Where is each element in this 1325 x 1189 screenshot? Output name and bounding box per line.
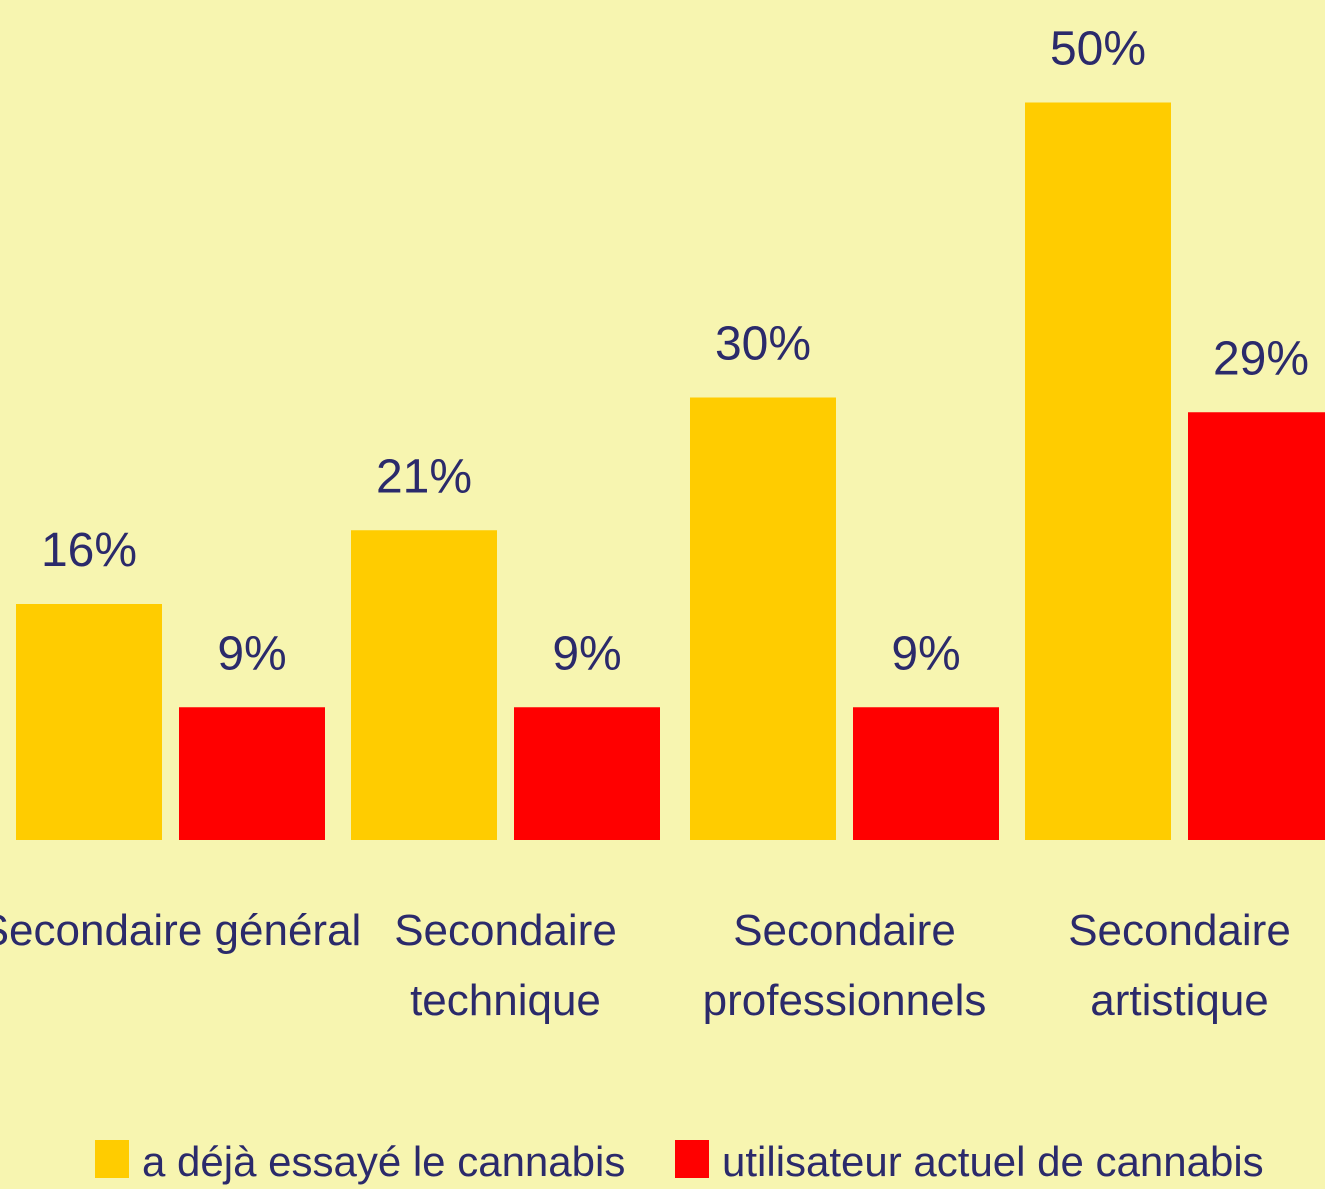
category-label-line: Secondaire [733,906,956,955]
bars-layer [16,102,1325,840]
value-label-current-1: 9% [552,627,621,680]
category-label-line: Secondaire [394,906,617,955]
category-label-1: Secondaire technique [394,906,617,1025]
value-label-tried-0: 16% [41,524,137,577]
value-label-tried-2: 30% [715,318,811,371]
category-label-line: technique [410,976,601,1025]
value-label-current-3: 29% [1213,332,1309,385]
value-label-current-0: 9% [217,627,286,680]
category-labels-layer: Secondaire général Secondaire techniqueSec… [0,906,1291,1025]
value-label-tried-1: 21% [376,450,472,503]
value-label-current-2: 9% [891,627,960,680]
category-label-0: Secondaire général [0,906,361,955]
bar-tried-3 [1025,102,1171,840]
bar-current-2 [853,707,999,840]
legend-swatch-tried [95,1140,129,1178]
legend-label-tried: a déjà essayé le cannabis [142,1138,625,1185]
category-label-line: professionnels [703,976,987,1025]
legend: a déjà essayé le cannabis utilisateur ac… [95,1138,1264,1185]
legend-label-current: utilisateur actuel de cannabis [722,1138,1264,1185]
bar-current-3 [1188,412,1325,840]
category-label-line: Secondaire général [0,906,361,955]
bar-tried-2 [690,397,836,840]
category-label-3: Secondaire artistique [1068,906,1291,1025]
legend-swatch-current [675,1140,709,1178]
category-label-line: Secondaire [1068,906,1291,955]
value-labels-layer: 16% 21% 30% 50% 9% 9% 9% 29% [41,23,1309,681]
category-label-line: artistique [1090,976,1269,1025]
bar-tried-0 [16,604,162,840]
bar-current-0 [179,707,325,840]
category-label-2: Secondaire professionnels [703,906,987,1025]
bar-tried-1 [351,530,497,840]
value-label-tried-3: 50% [1050,23,1146,76]
bar-current-1 [514,707,660,840]
